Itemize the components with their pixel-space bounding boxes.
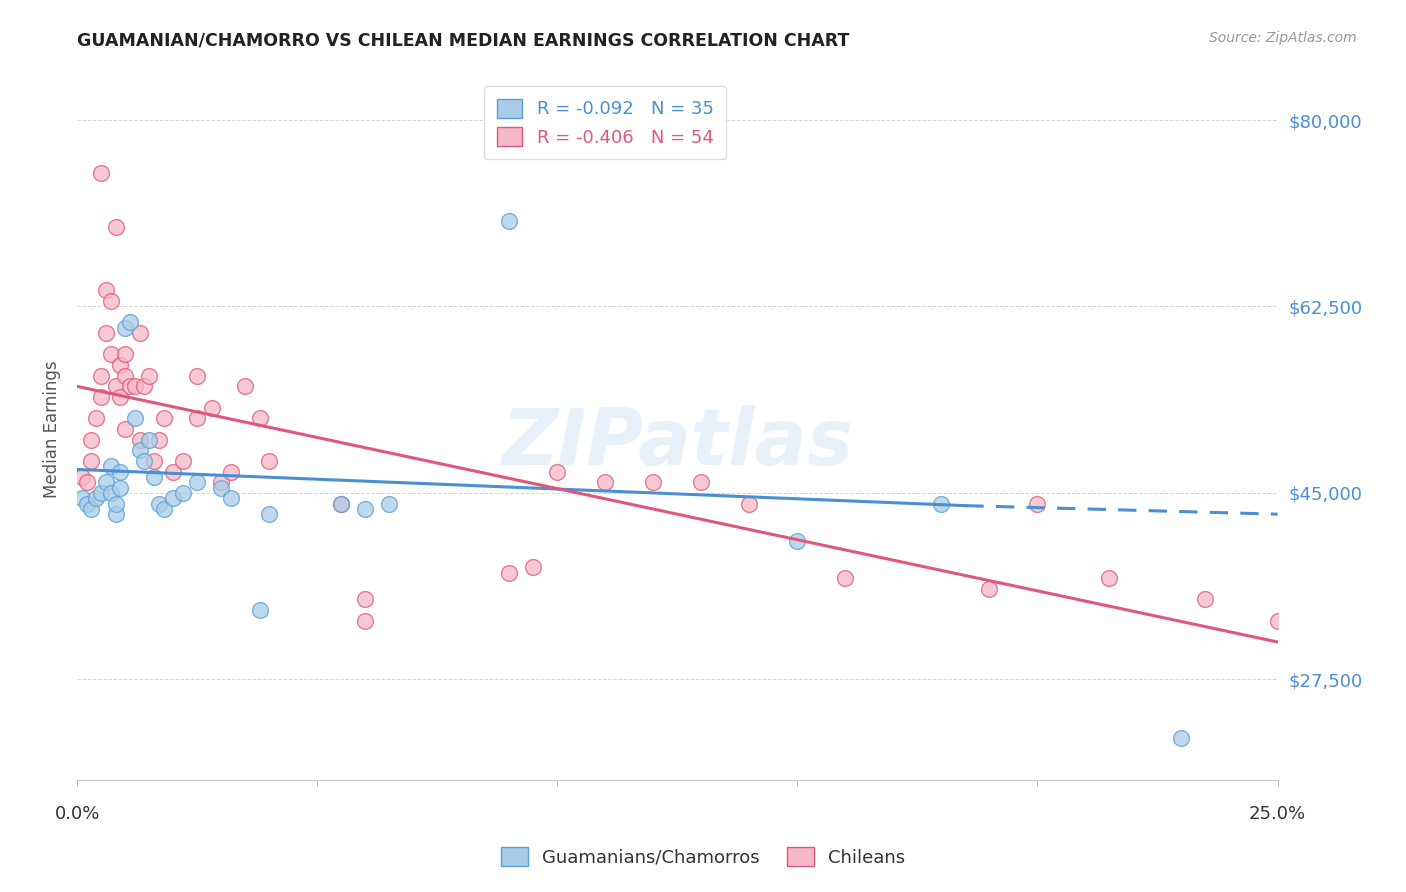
Point [186,411,208,425]
Point [162,491,184,506]
Point [979,582,1001,596]
Point [249,603,271,617]
Point [118,379,141,393]
Point [219,491,242,506]
Point [94,326,117,340]
Text: GUAMANIAN/CHAMORRO VS CHILEAN MEDIAN EARNINGS CORRELATION CHART: GUAMANIAN/CHAMORRO VS CHILEAN MEDIAN EAR… [77,31,849,49]
Point [114,347,136,361]
Point [142,454,165,468]
Point [104,219,127,234]
Point [84,411,107,425]
Point [354,614,377,628]
Point [546,465,568,479]
Point [100,294,122,309]
Point [110,390,132,404]
Point [330,496,353,510]
Point [1170,731,1192,745]
Point [786,533,808,548]
Point [1098,571,1121,585]
Point [128,326,150,340]
Point [118,315,141,329]
Point [738,496,761,510]
Point [124,411,146,425]
Point [200,401,222,415]
Point [834,571,856,585]
Point [152,501,174,516]
Point [134,454,156,468]
Point [152,411,174,425]
Point [148,433,170,447]
Legend: R = -0.092   N = 35, R = -0.406   N = 54: R = -0.092 N = 35, R = -0.406 N = 54 [484,87,727,160]
Point [124,379,146,393]
Point [690,475,713,490]
Text: ZIPatlas: ZIPatlas [501,405,853,481]
Point [172,486,194,500]
Point [593,475,616,490]
Point [128,433,150,447]
Point [100,347,122,361]
Point [114,368,136,383]
Point [330,496,353,510]
Point [257,507,280,521]
Point [104,507,127,521]
Point [70,491,93,506]
Point [76,475,98,490]
Point [110,465,132,479]
Point [100,486,122,500]
Point [114,320,136,334]
Point [249,411,271,425]
Point [104,496,127,510]
Point [209,475,232,490]
Point [80,454,103,468]
Point [80,501,103,516]
Point [931,496,953,510]
Point [219,465,242,479]
Point [128,443,150,458]
Point [90,368,112,383]
Point [148,496,170,510]
Point [134,379,156,393]
Point [257,454,280,468]
Point [172,454,194,468]
Point [186,368,208,383]
Point [1194,592,1216,607]
Point [1026,496,1049,510]
Point [94,475,117,490]
Point [1267,614,1289,628]
Point [94,284,117,298]
Text: 25.0%: 25.0% [1249,805,1306,823]
Point [162,465,184,479]
Point [209,481,232,495]
Point [233,379,256,393]
Point [498,214,520,228]
Point [114,422,136,436]
Point [354,592,377,607]
Point [522,560,544,574]
Text: Source: ZipAtlas.com: Source: ZipAtlas.com [1209,31,1357,45]
Point [186,475,208,490]
Point [90,166,112,180]
Point [90,486,112,500]
Point [138,433,160,447]
Point [142,470,165,484]
Point [378,496,401,510]
Point [76,496,98,510]
Legend: Guamanians/Chamorros, Chileans: Guamanians/Chamorros, Chileans [494,840,912,874]
Point [498,566,520,580]
Point [354,501,377,516]
Text: 0.0%: 0.0% [55,805,100,823]
Point [138,368,160,383]
Point [90,390,112,404]
Point [104,379,127,393]
Point [80,433,103,447]
Point [110,358,132,372]
Point [70,470,93,484]
Y-axis label: Median Earnings: Median Earnings [44,360,60,498]
Point [100,459,122,474]
Point [643,475,665,490]
Point [110,481,132,495]
Point [84,491,107,506]
